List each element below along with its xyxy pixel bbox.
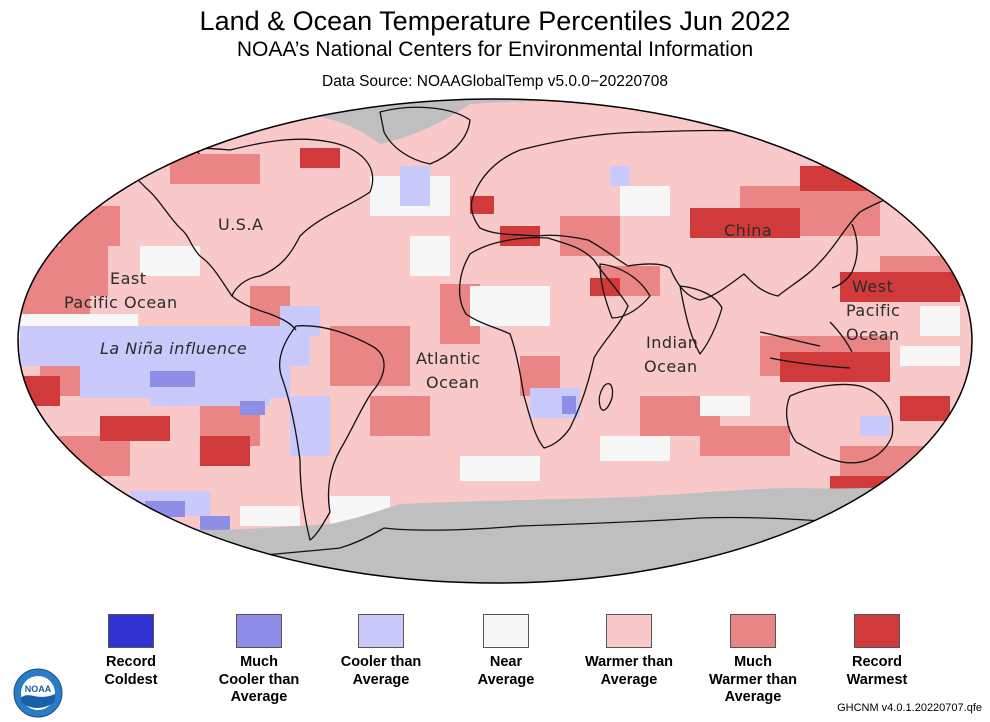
cell-near-3 bbox=[410, 236, 450, 276]
cell-record-warmest-1 bbox=[100, 416, 170, 441]
legend-label-record-coldest: Record Coldest bbox=[104, 654, 158, 688]
cell-much-warmer-8 bbox=[560, 216, 620, 256]
arabia-outline bbox=[599, 263, 651, 319]
label-west-pacific-line2: Pacific bbox=[846, 301, 900, 320]
cell-record-warmest-4 bbox=[500, 226, 540, 246]
se-asia-islands-outline bbox=[759, 321, 853, 369]
cell-record-warmest-5 bbox=[690, 208, 800, 238]
label-indian-line2: Ocean bbox=[644, 357, 698, 376]
cell-much-cooler-3 bbox=[562, 396, 576, 414]
cell-near-1 bbox=[140, 246, 200, 276]
label-la-nina: La Niña influence bbox=[100, 339, 247, 358]
dataset-version: GHCNM v4.0.1.20220707.qfe bbox=[837, 702, 982, 714]
percentile-world-map: AK U.S.A East Pacific Ocean La Niña infl… bbox=[17, 98, 973, 584]
noaa-logo-text: NOAA bbox=[25, 684, 52, 694]
continent-outlines bbox=[119, 106, 930, 567]
cell-record-warmest-6 bbox=[800, 166, 890, 191]
india-outline bbox=[679, 285, 723, 355]
legend-label-much-warmer: Much Warmer than Average bbox=[708, 654, 798, 705]
cell-record-warmest-3 bbox=[300, 148, 340, 168]
cell-record-warmest-12 bbox=[470, 196, 494, 214]
legend-swatch-record-warmest bbox=[854, 614, 900, 648]
cell-record-warmest-0 bbox=[20, 376, 60, 406]
legend-swatch-record-coldest bbox=[108, 614, 154, 648]
cell-cooler-4 bbox=[280, 306, 320, 336]
cell-near-9 bbox=[920, 306, 960, 336]
legend-label-warmer: Warmer than Average bbox=[584, 654, 674, 688]
label-indian-line1: Indian bbox=[646, 333, 698, 352]
north-america-outline bbox=[119, 138, 374, 297]
cell-near-7 bbox=[900, 346, 960, 366]
cell-near-8 bbox=[700, 396, 750, 416]
data-source: Data Source: NOAAGlobalTemp v5.0.0−20220… bbox=[322, 73, 668, 90]
map-title: Land & Ocean Temperature Percentiles Jun… bbox=[199, 6, 791, 36]
cell-much-cooler-4 bbox=[200, 516, 230, 530]
cell-much-warmer-6 bbox=[370, 396, 430, 436]
noaa-logo: NOAA bbox=[13, 668, 63, 718]
cell-much-warmer-15 bbox=[840, 446, 940, 476]
central-america-outline bbox=[231, 295, 297, 331]
legend-label-much-cooler: Much Cooler than Average bbox=[218, 654, 300, 705]
cell-record-warmest-7 bbox=[840, 272, 960, 302]
label-atlantic-line2: Ocean bbox=[426, 373, 480, 392]
legend-label-record-warmest: Record Warmest bbox=[846, 654, 908, 688]
cell-near-11 bbox=[460, 456, 540, 481]
cell-near-10 bbox=[240, 506, 300, 526]
cell-much-warmer-14 bbox=[700, 426, 790, 456]
south-america-outline bbox=[279, 325, 385, 541]
greenland-outline bbox=[379, 106, 471, 165]
cell-cooler-5 bbox=[400, 166, 430, 206]
cell-near-5 bbox=[470, 286, 550, 326]
cell-cooler-8 bbox=[860, 416, 890, 436]
legend-label-near: Near Average bbox=[477, 654, 535, 688]
label-west-pacific-line3: Ocean bbox=[846, 325, 900, 344]
cell-much-warmer-5 bbox=[330, 326, 410, 386]
africa-outline bbox=[458, 236, 629, 449]
cell-record-warmest-9 bbox=[590, 278, 620, 296]
cell-much-warmer-3 bbox=[60, 206, 120, 246]
legend-swatch-much-warmer bbox=[730, 614, 776, 648]
label-east-pacific-line2: Pacific Ocean bbox=[64, 293, 178, 312]
legend-swatch-near bbox=[483, 614, 529, 648]
cell-record-warmest-11 bbox=[900, 396, 950, 421]
label-atlantic-line1: Atlantic bbox=[416, 349, 481, 368]
cell-much-warmer-4 bbox=[170, 154, 260, 184]
label-china: China bbox=[724, 221, 772, 240]
eurasia-outline bbox=[470, 129, 921, 301]
cell-record-warmest-2 bbox=[200, 436, 250, 466]
map-subtitle: NOAA’s National Centers for Environmenta… bbox=[236, 38, 754, 61]
japan-outline bbox=[831, 223, 858, 289]
antarctica-outline bbox=[169, 516, 881, 567]
legend-label-cooler: Cooler than Average bbox=[340, 654, 422, 688]
australia-outline bbox=[785, 383, 894, 464]
cell-near-12 bbox=[600, 436, 670, 461]
cell-much-cooler-1 bbox=[240, 401, 265, 415]
legend-swatch-cooler bbox=[358, 614, 404, 648]
globe-outline bbox=[17, 98, 973, 584]
label-east-pacific-line1: East bbox=[110, 269, 147, 288]
legend-swatch-warmer bbox=[606, 614, 652, 648]
label-usa: U.S.A bbox=[218, 215, 263, 234]
cell-much-cooler-0 bbox=[150, 371, 195, 387]
cell-near-6 bbox=[620, 186, 670, 216]
legend-swatch-much-cooler bbox=[236, 614, 282, 648]
label-west-pacific-line1: West bbox=[852, 277, 893, 296]
cell-much-warmer-0 bbox=[18, 246, 108, 296]
cell-cooler-3 bbox=[290, 396, 330, 456]
cell-cooler-9 bbox=[610, 166, 630, 186]
madagascar-outline bbox=[598, 383, 614, 411]
